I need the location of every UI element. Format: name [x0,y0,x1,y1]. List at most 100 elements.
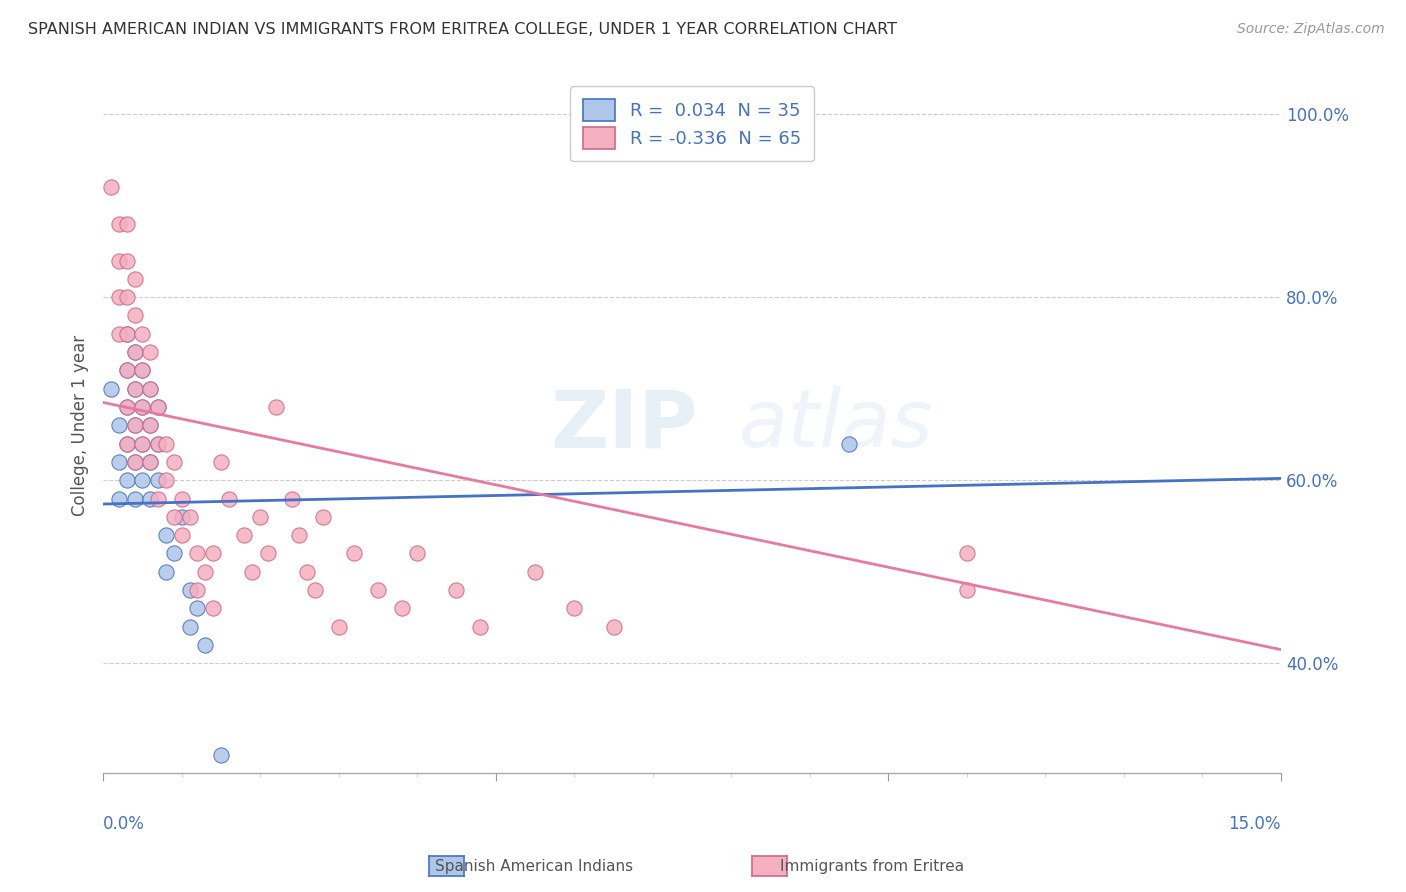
Point [602,620,624,634]
Point [124,382,146,396]
Point [108,418,131,433]
Text: ZIP: ZIP [551,386,697,465]
Point [139,418,162,433]
Point [115,326,138,341]
Point [264,400,287,414]
Point [131,473,153,487]
Point [115,290,138,304]
Point [312,509,335,524]
Point [124,418,146,433]
Point [146,436,169,450]
Point [202,601,225,615]
Point [131,363,153,377]
Point [155,473,177,487]
Point [288,528,311,542]
Point [115,400,138,414]
Point [146,436,169,450]
Point [139,491,162,506]
Point [124,491,146,506]
Point [249,509,271,524]
Point [956,546,979,560]
Point [124,345,146,359]
Point [209,455,232,469]
Text: SPANISH AMERICAN INDIAN VS IMMIGRANTS FROM ERITREA COLLEGE, UNDER 1 YEAR CORRELA: SPANISH AMERICAN INDIAN VS IMMIGRANTS FR… [28,22,897,37]
Point [139,345,162,359]
Point [186,601,208,615]
Point [446,583,468,598]
Point [146,473,169,487]
Point [115,400,138,414]
Point [139,382,162,396]
Point [108,290,131,304]
Point [139,455,162,469]
Point [179,509,201,524]
Point [108,217,131,231]
Point [115,326,138,341]
Text: Immigrants from Eritrea: Immigrants from Eritrea [780,859,963,874]
Point [124,455,146,469]
Point [218,491,240,506]
Point [108,326,131,341]
Text: Spanish American Indians: Spanish American Indians [436,859,633,874]
Point [124,418,146,433]
Point [297,565,319,579]
Point [328,620,350,634]
Point [186,583,208,598]
Point [186,546,208,560]
Point [115,363,138,377]
Point [155,528,177,542]
Point [139,418,162,433]
Text: atlas: atlas [740,386,934,465]
Point [115,436,138,450]
Point [343,546,366,560]
Point [170,528,193,542]
Point [124,345,146,359]
Point [838,436,860,450]
Point [155,565,177,579]
Point [209,747,232,762]
Point [100,180,122,194]
Point [524,565,547,579]
Point [163,455,186,469]
Point [956,583,979,598]
Point [155,436,177,450]
Point [115,436,138,450]
Point [139,382,162,396]
Point [131,363,153,377]
Point [124,272,146,286]
Point [131,326,153,341]
Point [367,583,389,598]
Point [406,546,429,560]
Point [108,491,131,506]
Point [194,565,217,579]
Point [146,400,169,414]
Text: 15.0%: 15.0% [1229,815,1281,833]
Point [257,546,280,560]
Point [124,455,146,469]
Point [124,309,146,323]
Point [170,491,193,506]
Point [146,491,169,506]
Point [124,382,146,396]
Point [304,583,326,598]
Text: 0.0%: 0.0% [103,815,145,833]
Point [179,620,201,634]
Point [233,528,256,542]
Point [131,400,153,414]
Point [562,601,585,615]
Point [202,546,225,560]
Text: Source: ZipAtlas.com: Source: ZipAtlas.com [1237,22,1385,37]
Point [468,620,491,634]
Point [108,455,131,469]
Point [108,253,131,268]
Point [115,217,138,231]
Point [163,509,186,524]
Point [131,400,153,414]
Point [131,436,153,450]
Y-axis label: College, Under 1 year: College, Under 1 year [72,334,89,516]
Point [170,509,193,524]
Point [179,583,201,598]
Point [240,565,263,579]
Legend: R =  0.034  N = 35, R = -0.336  N = 65: R = 0.034 N = 35, R = -0.336 N = 65 [571,87,814,161]
Point [163,546,186,560]
